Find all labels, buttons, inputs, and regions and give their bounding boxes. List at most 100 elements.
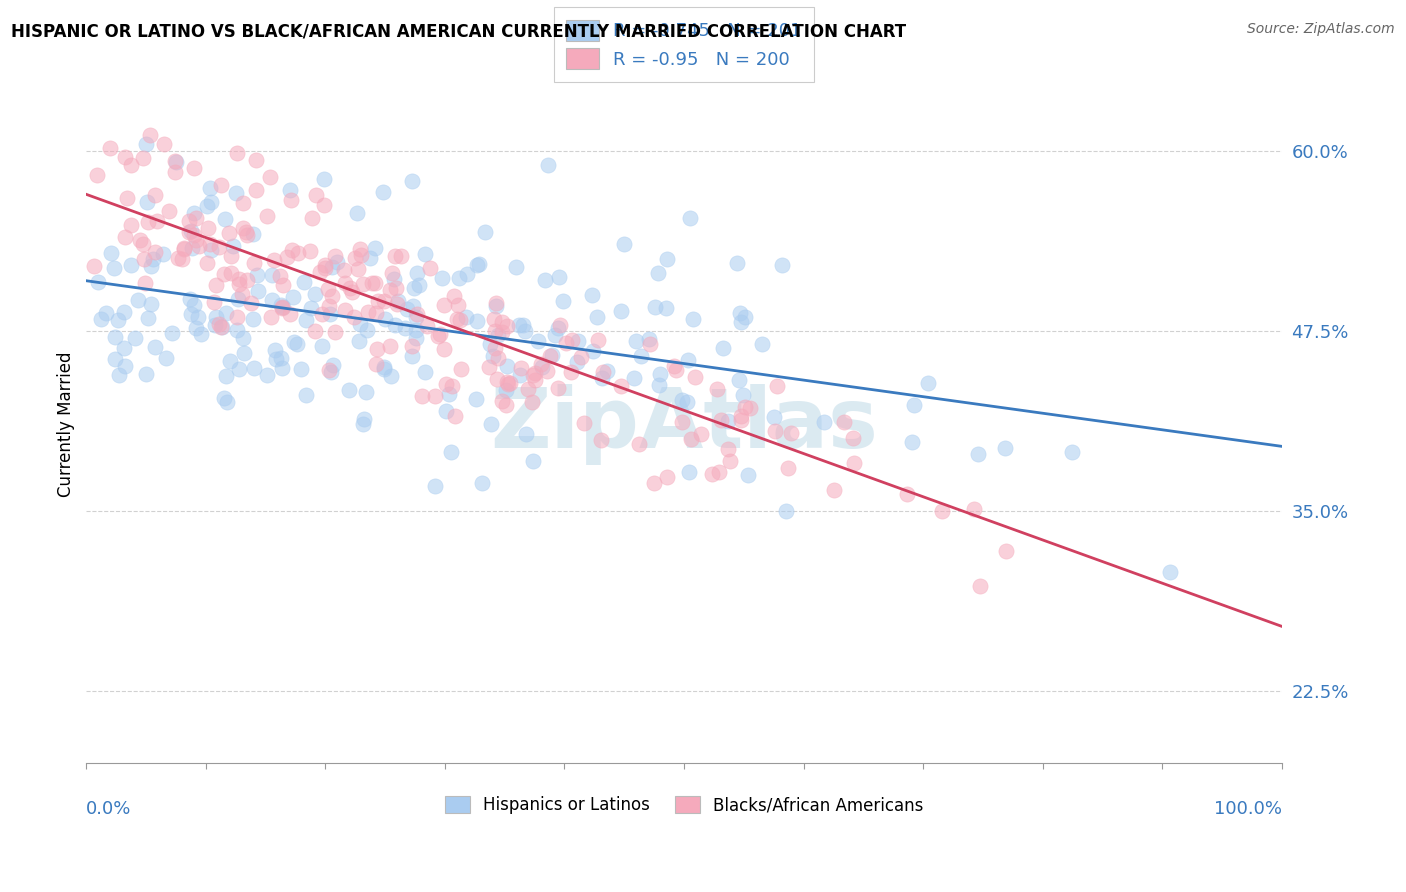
Point xyxy=(139,128,162,143)
Point xyxy=(211,319,233,334)
Legend: Hispanics or Latinos, Blacks/African Americans: Hispanics or Latinos, Blacks/African Ame… xyxy=(436,788,932,822)
Point xyxy=(245,153,267,167)
Point xyxy=(354,384,377,399)
Point xyxy=(294,313,316,327)
Point xyxy=(671,415,693,429)
Point xyxy=(482,312,505,326)
Point xyxy=(366,342,388,356)
Point xyxy=(775,504,797,518)
Point xyxy=(309,265,332,279)
Point xyxy=(832,416,855,430)
Point xyxy=(496,359,519,373)
Point xyxy=(183,161,205,176)
Point xyxy=(112,342,135,356)
Point xyxy=(120,258,142,272)
Point xyxy=(226,293,249,307)
Point xyxy=(423,479,446,493)
Point xyxy=(184,233,207,247)
Point xyxy=(411,389,433,403)
Point xyxy=(394,321,416,335)
Point xyxy=(413,246,436,260)
Point xyxy=(405,265,427,279)
Point xyxy=(682,312,704,326)
Point xyxy=(630,349,652,363)
Point xyxy=(717,414,740,428)
Point xyxy=(530,357,553,371)
Point xyxy=(136,215,159,229)
Point xyxy=(167,252,190,266)
Point xyxy=(281,290,304,304)
Point xyxy=(346,262,368,277)
Point xyxy=(440,444,463,458)
Point xyxy=(465,258,488,272)
Point xyxy=(153,137,176,152)
Point xyxy=(231,286,253,301)
Point xyxy=(429,326,451,341)
Point xyxy=(648,367,671,381)
Point xyxy=(434,404,457,418)
Point xyxy=(198,181,221,195)
Point xyxy=(283,334,305,349)
Point xyxy=(319,307,342,321)
Point xyxy=(114,359,136,374)
Point xyxy=(665,362,688,376)
Point xyxy=(447,271,470,285)
Point xyxy=(408,277,430,292)
Point xyxy=(547,320,569,334)
Point xyxy=(484,324,506,338)
Point xyxy=(270,301,292,315)
Point xyxy=(271,300,294,314)
Point xyxy=(389,249,412,263)
Point xyxy=(515,426,537,441)
Point xyxy=(135,137,157,152)
Point xyxy=(98,140,121,154)
Point xyxy=(180,224,202,238)
Point xyxy=(349,242,371,256)
Point xyxy=(770,258,793,272)
Point xyxy=(314,260,336,275)
Point xyxy=(465,314,488,328)
Point xyxy=(136,195,159,210)
Point xyxy=(582,343,605,358)
Point xyxy=(643,475,665,490)
Point xyxy=(311,338,333,352)
Point xyxy=(94,306,117,320)
Point xyxy=(352,277,374,291)
Point xyxy=(491,315,513,329)
Point xyxy=(384,249,406,263)
Point xyxy=(581,287,603,301)
Point xyxy=(373,362,395,376)
Point xyxy=(264,351,287,366)
Point xyxy=(508,318,530,332)
Point xyxy=(215,306,238,320)
Point xyxy=(246,285,269,299)
Point xyxy=(86,275,108,289)
Point xyxy=(522,395,544,409)
Point xyxy=(401,174,423,188)
Point xyxy=(155,351,177,366)
Point xyxy=(678,465,700,479)
Point xyxy=(766,379,789,393)
Point xyxy=(406,307,429,321)
Point xyxy=(114,230,136,244)
Point xyxy=(321,260,343,274)
Point xyxy=(183,227,205,242)
Point xyxy=(352,417,374,431)
Point xyxy=(662,359,685,374)
Y-axis label: Currently Married: Currently Married xyxy=(58,352,75,498)
Point xyxy=(567,334,589,349)
Point xyxy=(685,370,707,384)
Point xyxy=(135,368,157,382)
Point xyxy=(486,372,509,386)
Point xyxy=(179,292,201,306)
Point xyxy=(486,351,509,365)
Point xyxy=(198,236,221,251)
Point xyxy=(730,413,752,427)
Point xyxy=(212,267,235,281)
Point xyxy=(226,322,249,336)
Point xyxy=(468,257,491,271)
Point xyxy=(444,409,467,423)
Point xyxy=(381,266,404,280)
Point xyxy=(547,381,569,395)
Point xyxy=(447,298,470,312)
